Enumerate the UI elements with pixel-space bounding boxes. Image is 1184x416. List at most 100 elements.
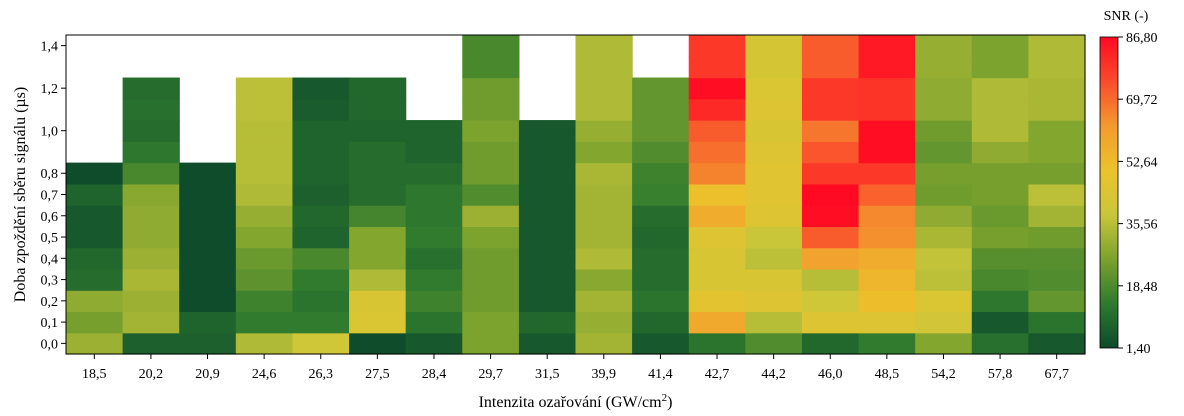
heatmap-cell — [971, 35, 1029, 57]
heatmap-cell — [66, 162, 124, 185]
heatmap-cell — [518, 205, 577, 227]
heatmap-cell — [688, 35, 746, 57]
heatmap-cell — [292, 290, 350, 313]
heatmap-cell — [462, 77, 520, 100]
heatmap-cell — [632, 120, 690, 142]
heatmap-cell — [858, 332, 916, 355]
heatmap-cell — [235, 332, 294, 355]
heatmap-cell — [971, 226, 1029, 249]
heatmap-cell — [575, 98, 633, 121]
heatmap-cell — [179, 290, 237, 313]
heatmap-cell — [915, 77, 973, 100]
heatmap-cell — [575, 141, 633, 164]
x-tick-label: 28,4 — [422, 367, 447, 382]
heatmap-cell — [632, 226, 690, 249]
heatmap-cell — [745, 141, 803, 164]
heatmap-cell — [462, 205, 520, 227]
heatmap-cell — [292, 162, 350, 185]
heatmap-cell — [688, 98, 746, 121]
heatmap-cell — [688, 205, 746, 227]
heatmap-cell — [688, 120, 746, 142]
heatmap-cell — [745, 268, 803, 291]
heatmap-cell — [858, 162, 916, 185]
heatmap-cell — [575, 77, 633, 100]
heatmap-cell — [915, 226, 973, 249]
heatmap-cell — [405, 226, 463, 249]
heatmap-cell — [745, 183, 803, 206]
heatmap-cell — [235, 290, 294, 313]
colorbar-tick-label: 18,48 — [1126, 280, 1158, 295]
y-tick-label: 0,1 — [41, 316, 59, 331]
heatmap-cell — [745, 332, 803, 355]
heatmap-cell — [462, 35, 520, 57]
heatmap-cell — [1028, 35, 1086, 57]
heatmap-cell — [858, 205, 916, 227]
heatmap-cell — [632, 332, 690, 355]
y-tick-label: 0,5 — [41, 231, 59, 246]
heatmap-cell — [235, 226, 294, 249]
heatmap-cell — [405, 268, 463, 291]
heatmap-cell — [122, 226, 180, 249]
heatmap-cell — [122, 120, 180, 142]
heatmap-cell — [858, 141, 916, 164]
heatmap-cell — [518, 120, 577, 142]
heatmap-cell — [179, 162, 237, 185]
heatmap-cell — [66, 247, 124, 270]
heatmap-cell — [1028, 141, 1086, 164]
heatmap-cell — [1028, 247, 1086, 270]
heatmap-cell — [405, 205, 463, 227]
heatmap-cell — [745, 226, 803, 249]
heatmap-cell — [405, 162, 463, 185]
heatmap-cell — [1028, 120, 1086, 142]
heatmap-cell — [349, 332, 407, 355]
heatmap-cell — [349, 141, 407, 164]
heatmap-cell — [518, 311, 577, 334]
heatmap-cell — [1028, 77, 1086, 100]
y-tick-label: 1,4 — [41, 40, 59, 55]
heatmap-cell — [1028, 226, 1086, 249]
heatmap-cell — [632, 98, 690, 121]
colorbar-tick-label: 1,40 — [1126, 342, 1151, 357]
heatmap-cell — [575, 290, 633, 313]
heatmap-cell — [575, 268, 633, 291]
heatmap-cell — [235, 183, 294, 206]
heatmap-cell — [745, 98, 803, 121]
heatmap-cell — [858, 98, 916, 121]
heatmap-cell — [688, 77, 746, 100]
heatmap-cell — [915, 98, 973, 121]
heatmap-cell — [179, 332, 237, 355]
x-tick-label: 48,5 — [875, 367, 900, 382]
heatmap-cell — [801, 162, 860, 185]
heatmap-cell — [915, 162, 973, 185]
heatmap-cell — [745, 290, 803, 313]
heatmap-cell — [688, 290, 746, 313]
heatmap-cell — [235, 141, 294, 164]
heatmap-cell — [66, 311, 124, 334]
heatmap-cell — [801, 226, 860, 249]
heatmap-cell — [632, 141, 690, 164]
heatmap-cell — [801, 290, 860, 313]
y-tick-label: 0,4 — [41, 252, 59, 267]
heatmap-cell — [66, 205, 124, 227]
x-axis-title: Intenzita ozařování (GW/cm2) — [479, 392, 673, 411]
heatmap-cell — [915, 268, 973, 291]
heatmap-cell — [66, 332, 124, 355]
heatmap-cell — [801, 141, 860, 164]
colorbar-tick-label: 35,56 — [1126, 218, 1158, 233]
y-tick-label: 0,3 — [41, 274, 59, 289]
heatmap-cell — [292, 311, 350, 334]
heatmap-cell — [179, 247, 237, 270]
colorbar-ticks: 86,80 69,72 52,64 35,56 18,48 1,40 — [1118, 31, 1158, 357]
heatmap-cell — [122, 77, 180, 100]
heatmap-cell — [462, 120, 520, 142]
x-tick-label: 20,9 — [195, 367, 220, 382]
x-tick-label: 26,3 — [309, 367, 334, 382]
heatmap-cell — [971, 120, 1029, 142]
heatmap-cell — [575, 332, 633, 355]
heatmap-cell — [179, 226, 237, 249]
heatmap-cell — [179, 311, 237, 334]
x-tick-label: 20,2 — [139, 367, 164, 382]
heatmap-cell — [349, 120, 407, 142]
heatmap-cell — [858, 290, 916, 313]
heatmap-cell — [292, 332, 350, 355]
